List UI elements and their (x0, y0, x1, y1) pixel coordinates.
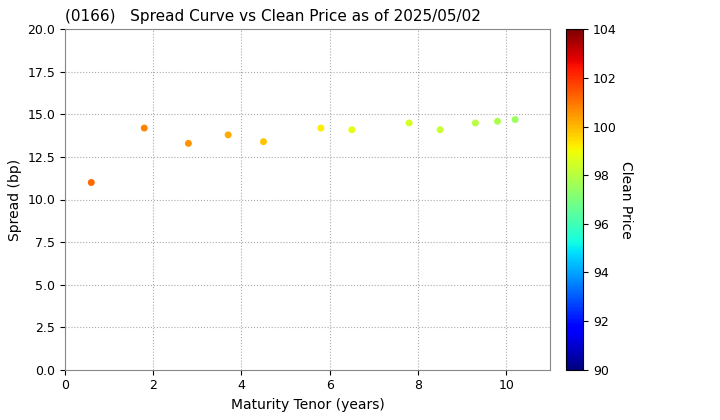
Y-axis label: Spread (bp): Spread (bp) (8, 158, 22, 241)
Point (315, 125, 327, 131)
Point (86, 179, 97, 186)
Point (403, 120, 415, 126)
Y-axis label: Clean Price: Clean Price (619, 160, 634, 239)
Point (509, 116, 521, 123)
Text: (0166)   Spread Curve vs Clean Price as of 2025/05/02: (0166) Spread Curve vs Clean Price as of… (65, 9, 481, 24)
Point (138, 125, 150, 131)
Point (434, 126, 446, 133)
Point (492, 118, 503, 125)
Point (183, 140, 194, 147)
X-axis label: Maturity Tenor (years): Maturity Tenor (years) (230, 398, 384, 412)
Point (222, 131, 234, 138)
Point (469, 120, 481, 126)
Point (258, 138, 269, 145)
Point (346, 126, 358, 133)
